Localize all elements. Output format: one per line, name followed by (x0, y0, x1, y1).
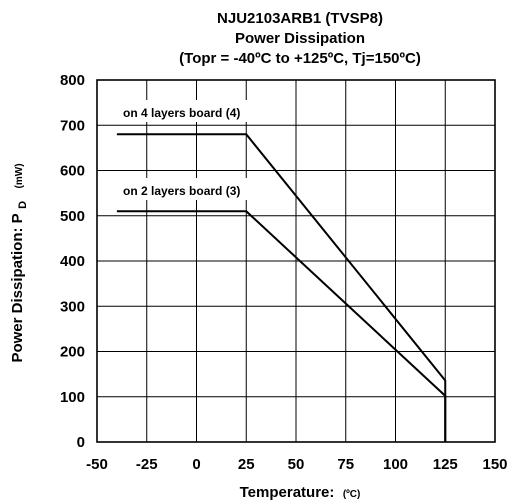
y-axis-label-subscript: D (17, 201, 29, 209)
x-tick-label: -50 (86, 456, 108, 473)
series-lines (116, 133, 447, 442)
chart-title-line-1: NJU2103ARB1 (TVSP8) (217, 10, 383, 27)
x-tick-label: 50 (288, 456, 305, 473)
y-axis-label: Power Dissipation: P D (mW) (9, 163, 30, 362)
x-axis-label-unit: (ºC) (343, 489, 361, 500)
y-axis-label-text: Power Dissipation: P (9, 213, 26, 362)
y-axis-label-unit: (mW) (14, 163, 25, 188)
x-tick-label: 150 (482, 456, 507, 473)
y-tick-label: 500 (60, 208, 85, 225)
x-tick-label: 100 (383, 456, 408, 473)
x-axis-label: Temperature: (ºC) (240, 484, 361, 501)
x-tick-label: 75 (337, 456, 354, 473)
y-tick-label: 100 (60, 389, 85, 406)
annotation-2-layers-board: on 2 layers board (3) (123, 184, 240, 198)
y-axis-tick-labels: 0 100 200 300 400 500 600 700 800 (60, 72, 85, 451)
y-tick-label: 800 (60, 72, 85, 89)
x-axis-label-text: Temperature: (240, 484, 335, 501)
x-axis-tick-labels: -50 -25 0 25 50 75 100 125 150 (86, 456, 507, 473)
annotation-4-layers-background (112, 100, 277, 122)
chart-title-line-3: (Topr = -40ºC to +125ºC, Tj=150ºC) (179, 50, 421, 67)
y-tick-label: 0 (77, 434, 85, 451)
x-tick-label: 25 (238, 456, 255, 473)
y-tick-label: 400 (60, 253, 85, 270)
x-tick-label: 125 (433, 456, 458, 473)
plot-frame (96, 79, 496, 443)
y-tick-label: 700 (60, 117, 85, 134)
annotation-2-layers-background (112, 178, 277, 200)
x-tick-label: -25 (136, 456, 158, 473)
chart-title-line-2: Power Dissipation (235, 30, 365, 47)
annotation-4-layers-board: on 4 layers board (4) (123, 106, 240, 120)
y-tick-label: 600 (60, 163, 85, 180)
y-tick-label: 300 (60, 298, 85, 315)
y-tick-label: 200 (60, 344, 85, 361)
x-tick-label: 0 (192, 456, 200, 473)
series-line-1 (116, 210, 447, 442)
